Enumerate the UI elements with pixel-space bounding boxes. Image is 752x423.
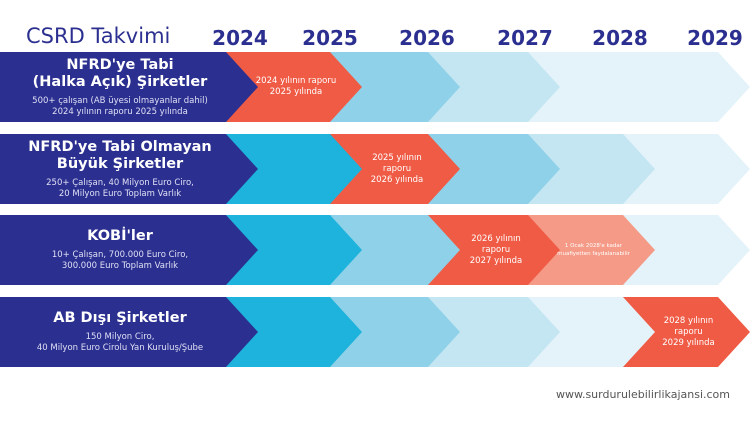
row-title: AB Dışı Şirketler	[53, 310, 187, 326]
note-line: 2029 yılında	[662, 337, 715, 348]
year-2024: 2024	[212, 26, 268, 50]
year-2028: 2028	[592, 26, 648, 50]
website-url: www.surdurulebilirlikajansi.com	[555, 388, 730, 401]
row-header: NFRD'ye Tabi (Halka Açık) Şirketler 500+ ç…	[0, 52, 240, 122]
note-line: 2025 yılının raporu	[372, 152, 422, 174]
chevron-2024	[0, 297, 258, 367]
row-header: NFRD'ye Tabi Olmayan Büyük Şirketler 250+ …	[0, 134, 240, 204]
year-2029: 2029	[687, 26, 743, 50]
row-criteria: 150 Milyon Ciro,	[85, 332, 155, 342]
row-title: NFRD'ye Tabi	[66, 56, 174, 73]
timeline-row: NFRD'ye Tabi (Halka Açık) Şirketler 500+ ç…	[0, 52, 752, 122]
row-criteria: 500+ çalışan (AB üyesi olmayanlar dahil)	[32, 95, 208, 106]
note-line: 2026 yılının raporu	[471, 233, 521, 255]
row-criteria: 2024 yılının raporu 2025 yılında	[52, 106, 188, 117]
chevron-2024	[0, 215, 258, 285]
year-2026: 2026	[399, 26, 455, 50]
timeline-row: KOBİ'ler 10+ Çalışan, 700.000 Euro Ciro, 3…	[0, 215, 752, 285]
report-note: 2026 yılının raporu 2027 yılında	[456, 215, 536, 285]
row-title: (Halka Açık) Şirketler	[32, 73, 208, 90]
row-criteria: 20 Milyon Euro Toplam Varlık	[58, 188, 182, 199]
report-note: 2028 yılının raporu 2029 yılında	[651, 297, 726, 367]
row-criteria: 300.000 Euro Toplam Varlık	[61, 261, 179, 271]
chevron-2024	[0, 134, 258, 204]
row-header: KOBİ'ler 10+ Çalışan, 700.000 Euro Ciro, 3…	[0, 215, 240, 285]
row-criteria: 10+ Çalışan, 700.000 Euro Ciro,	[51, 250, 189, 260]
row-title: NFRD'ye Tabi Olmayan	[28, 138, 212, 155]
note-line: 1 Ocak 2028'e kadar	[564, 243, 623, 249]
row-title: KOBİ'ler	[87, 228, 153, 244]
note-line: muafiyetten faydalanabilir	[557, 251, 630, 257]
timeline-row: AB Dışı Şirketler 150 Milyon Ciro, 40 Mily…	[0, 297, 752, 367]
row-criteria: 40 Milyon Euro Cirolu Yan Kuruluş/Şube	[36, 343, 204, 353]
timeline-row: NFRD'ye Tabi Olmayan Büyük Şirketler 250+ …	[0, 134, 752, 204]
page-title: CSRD Takvimi	[26, 24, 171, 48]
chevron-2024	[0, 52, 258, 122]
note-line: 2025 yılında	[269, 87, 323, 97]
row-header: AB Dışı Şirketler 150 Milyon Ciro, 40 Mily…	[0, 297, 240, 367]
row-title: Büyük Şirketler	[56, 155, 184, 172]
row-criteria: 250+ Çalışan, 40 Milyon Euro Ciro,	[46, 177, 194, 188]
report-note: 1 Ocak 2028'e kadar muafiyetten faydalana…	[556, 215, 631, 285]
report-note: 2024 yılının raporu 2025 yılında	[254, 52, 338, 122]
note-line: 2028 yılının raporu	[663, 315, 714, 337]
report-note: 2025 yılının raporu 2026 yılında	[358, 134, 436, 204]
note-line: 2024 yılının raporu	[255, 76, 337, 86]
note-line: 2027 yılında	[469, 255, 523, 266]
note-line: 2026 yılında	[370, 174, 424, 185]
year-2027: 2027	[497, 26, 553, 50]
year-2025: 2025	[302, 26, 358, 50]
